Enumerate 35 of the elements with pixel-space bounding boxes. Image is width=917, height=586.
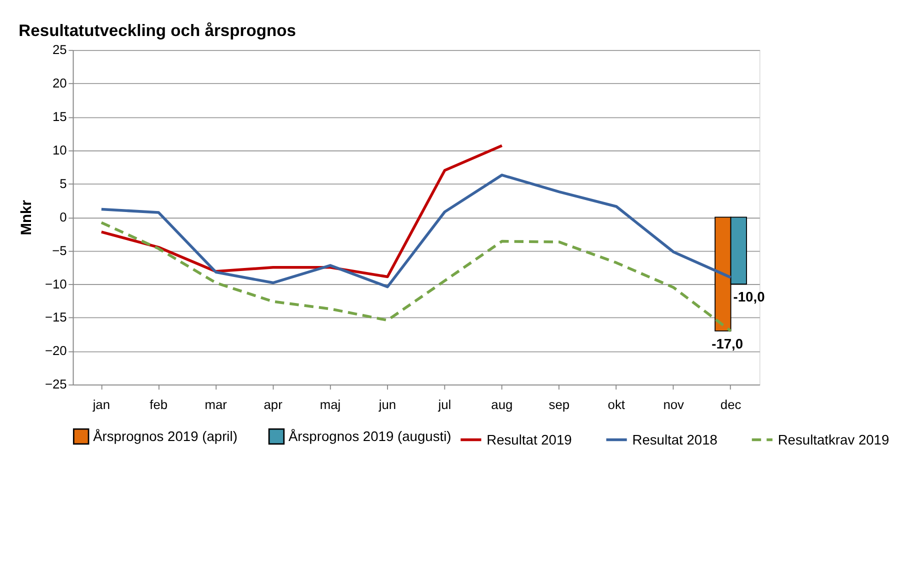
y-tick-label: 25 — [52, 42, 67, 58]
data-label: -17,0 — [712, 335, 744, 352]
chart-title: Resultatutveckling och årsprognos — [18, 21, 296, 40]
line-series — [100, 221, 732, 332]
x-tick-label: dec — [720, 396, 742, 412]
line-series — [100, 144, 504, 278]
x-tick-label: feb — [150, 396, 168, 412]
y-tick-label: −5 — [52, 242, 67, 258]
legend-label: Årsprognos 2019 (april) — [93, 428, 238, 444]
x-tick-label: okt — [608, 396, 626, 412]
x-tick-label: maj — [320, 396, 341, 412]
x-tick-label: apr — [264, 396, 284, 412]
y-tick-label: 20 — [52, 76, 67, 91]
y-tick-label: 15 — [52, 109, 67, 124]
x-tick-label: jul — [437, 396, 452, 412]
y-tick-label: −20 — [44, 343, 67, 358]
data-label: -10,0 — [733, 288, 766, 305]
legend-label: Årsprognos 2019 (augusti) — [288, 428, 452, 444]
x-tick-label: jun — [378, 396, 396, 412]
legend-label: Resultat 2019 — [486, 431, 572, 448]
x-tick-label: mar — [204, 396, 228, 412]
line-series — [100, 174, 732, 288]
y-axis-title: Mnkr — [19, 200, 36, 236]
legend-label: Resultatkrav 2019 — [778, 431, 890, 448]
legend-label: Resultat 2018 — [632, 431, 718, 448]
x-tick-label: sep — [548, 396, 570, 412]
y-tick-label: 10 — [52, 142, 67, 158]
y-tick-label: −25 — [44, 376, 67, 392]
x-tick-label: nov — [663, 396, 685, 412]
y-tick-label: −15 — [44, 310, 67, 325]
x-tick-label: aug — [491, 396, 513, 412]
y-tick-label: 5 — [60, 176, 67, 191]
x-tick-label: jan — [92, 396, 110, 412]
y-tick-label: 0 — [60, 209, 67, 224]
y-tick-label: −10 — [44, 276, 67, 292]
